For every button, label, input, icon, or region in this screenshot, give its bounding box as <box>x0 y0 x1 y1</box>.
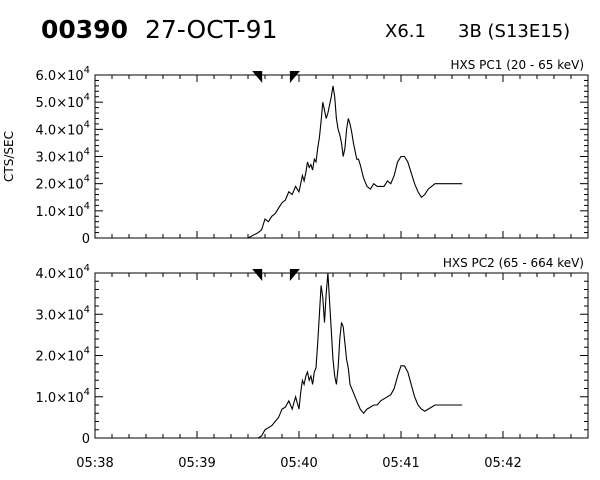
x-tick-label: 05:42 <box>484 456 521 471</box>
x-tick-label: 05:39 <box>178 456 215 471</box>
y-tick-label: 4.0×104 <box>36 263 90 282</box>
event-id: 00390 <box>41 15 128 44</box>
x-tick-label: 05:38 <box>76 456 113 471</box>
interval-marker <box>252 71 263 83</box>
y-tick-label: 0 <box>82 232 90 247</box>
x-tick-label: 05:41 <box>382 456 419 471</box>
y-tick-label: 3.0×104 <box>36 304 90 323</box>
interval-marker <box>289 269 300 281</box>
series-line <box>248 272 463 439</box>
y-tick-label: 1.0×104 <box>36 387 90 406</box>
panel-2: 0 1.0×104 2.0×104 3.0×104 4.0×104 HXS PC2 (65… <box>36 256 589 471</box>
y-tick-label: 4.0×104 <box>36 119 90 138</box>
flare-info: 3B (S13E15) <box>458 21 571 42</box>
y-tick-label: 1.0×104 <box>36 201 90 220</box>
interval-marker <box>252 269 263 281</box>
interval-marker <box>289 71 300 83</box>
event-date: 27-OCT-91 <box>145 15 278 44</box>
y-tick-label: 6.0×104 <box>36 65 90 84</box>
panel-title: HXS PC1 (20 - 65 keV) <box>450 58 584 72</box>
y-tick-label: 2.0×104 <box>36 174 90 193</box>
y-tick-label: 2.0×104 <box>36 346 90 365</box>
y-tick-label: 3.0×104 <box>36 147 90 166</box>
y-axis-label: CTS/SEC <box>2 131 16 182</box>
series-line <box>247 85 463 239</box>
panel-title: HXS PC2 (65 - 664 keV) <box>443 256 584 270</box>
flare-class: X6.1 <box>385 21 426 42</box>
panel-1: 0 1.0×104 2.0×104 3.0×104 4.0×104 5.0×104 6.0×… <box>2 58 589 247</box>
plot-frame <box>94 74 589 239</box>
plot-frame <box>94 272 589 439</box>
y-tick-label: 5.0×104 <box>36 92 90 111</box>
x-tick-label: 05:40 <box>280 456 317 471</box>
y-tick-label: 0 <box>82 432 90 447</box>
